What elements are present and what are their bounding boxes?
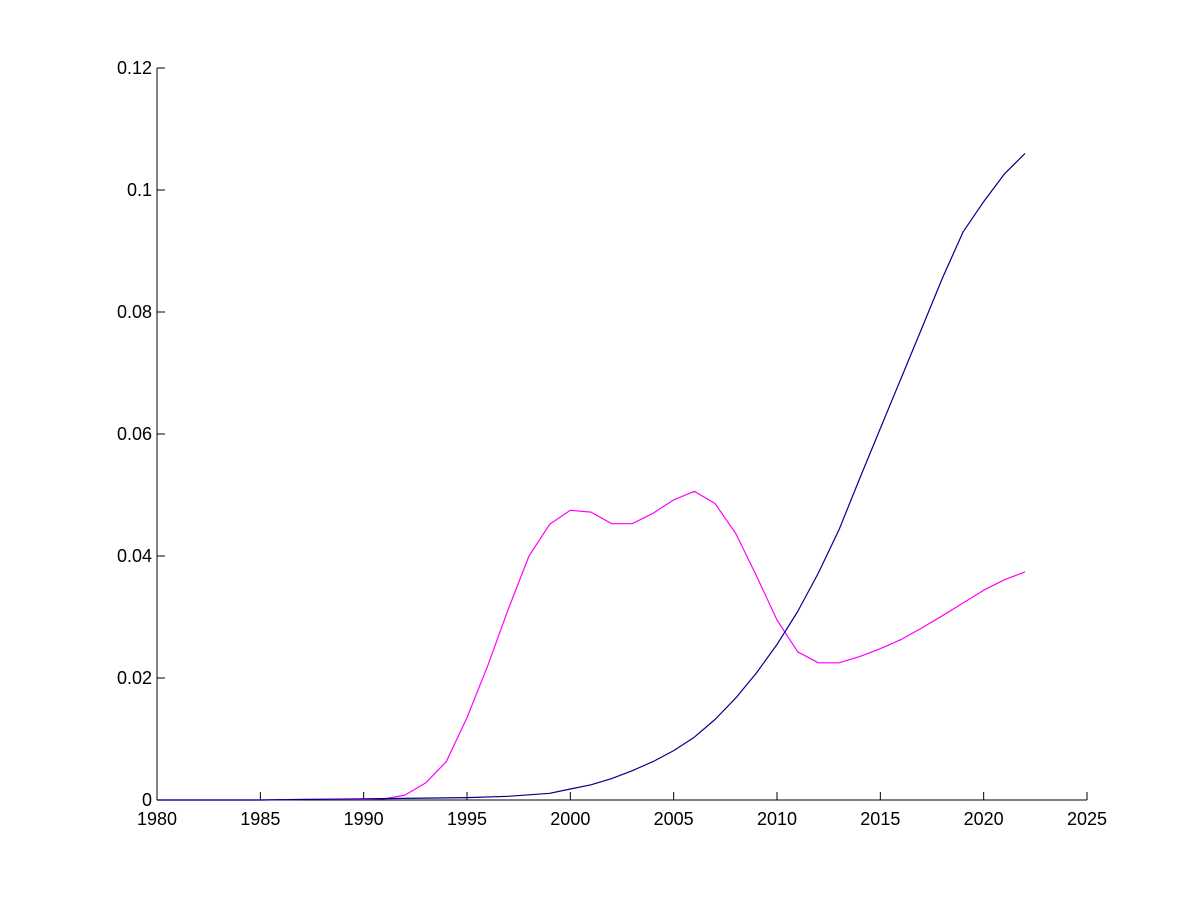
x-tick-label: 2000 <box>550 809 590 829</box>
chart-axes: 1980 1985 1990 1995 2000 2005 2010 2015 2020 2025… <box>117 58 1107 829</box>
y-tick-label: 0 <box>142 790 152 810</box>
series-line-2 <box>157 152 1026 801</box>
y-tick-label: 0.1 <box>127 180 152 200</box>
x-tick-label: 1980 <box>137 809 177 829</box>
y-tick-label: 0.06 <box>117 424 152 444</box>
y-tick-label: 0.08 <box>117 302 152 322</box>
x-tick-label: 1985 <box>240 809 280 829</box>
y-tick-label: 0.12 <box>117 58 152 78</box>
x-tick-label: 1990 <box>344 809 384 829</box>
series-line-1 <box>157 490 1026 801</box>
y-tick-label: 0.04 <box>117 546 152 566</box>
x-tick-label: 2020 <box>964 809 1004 829</box>
chart-series <box>157 152 1026 801</box>
x-tick-label: 2015 <box>860 809 900 829</box>
x-tick-label: 2005 <box>654 809 694 829</box>
x-tick-label: 2010 <box>757 809 797 829</box>
x-tick-label: 1995 <box>447 809 487 829</box>
x-tick-label: 2025 <box>1067 809 1107 829</box>
y-tick-label: 0.02 <box>117 668 152 688</box>
